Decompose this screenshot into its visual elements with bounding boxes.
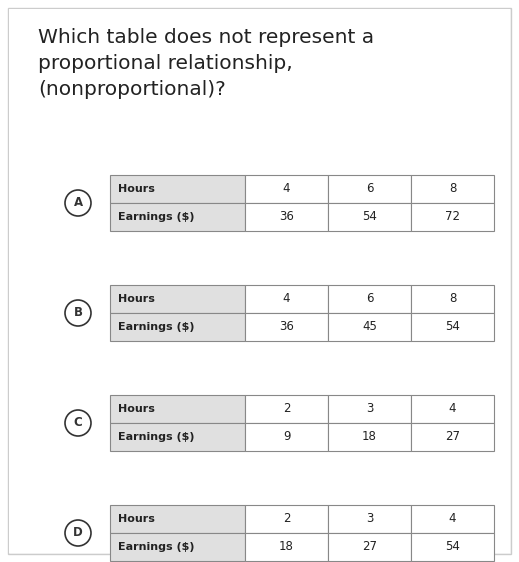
Text: 27: 27 [445,430,460,443]
Bar [411,395,494,423]
Text: 36: 36 [279,211,294,224]
Bar [411,533,494,561]
Bar [328,533,411,561]
Bar [245,533,328,561]
Text: (nonproportional)?: (nonproportional)? [38,80,226,99]
Bar [110,285,245,313]
Text: Hours: Hours [118,404,155,414]
Circle shape [65,190,91,216]
Bar [110,505,245,533]
Circle shape [65,520,91,546]
Text: Earnings ($): Earnings ($) [118,542,195,552]
Bar [411,175,494,203]
Bar [328,423,411,451]
Text: B: B [74,306,83,320]
Bar [328,313,411,341]
Text: 54: 54 [445,320,460,333]
Text: 18: 18 [362,430,377,443]
Text: Hours: Hours [118,184,155,194]
Bar [411,423,494,451]
Text: 4: 4 [449,402,456,415]
Circle shape [65,300,91,326]
Text: 18: 18 [279,541,294,554]
FancyBboxPatch shape [9,9,510,553]
Text: 4: 4 [283,292,290,306]
Text: A: A [73,197,83,210]
Bar [245,285,328,313]
Bar [245,175,328,203]
Text: 3: 3 [366,513,373,525]
Text: 27: 27 [362,541,377,554]
Bar [110,203,245,231]
Text: 8: 8 [449,292,456,306]
Bar [328,505,411,533]
Text: 6: 6 [366,292,373,306]
Bar [411,285,494,313]
Text: proportional relationship,: proportional relationship, [38,54,293,73]
Bar [245,313,328,341]
Bar [328,203,411,231]
Text: 72: 72 [445,211,460,224]
Text: C: C [74,416,83,429]
Text: Hours: Hours [118,294,155,304]
Text: 54: 54 [445,541,460,554]
Text: 2: 2 [283,402,290,415]
FancyBboxPatch shape [8,8,511,554]
Bar [110,533,245,561]
Text: 3: 3 [366,402,373,415]
Bar [328,395,411,423]
Bar [110,423,245,451]
Circle shape [65,410,91,436]
Text: D: D [73,527,83,540]
Text: Hours: Hours [118,514,155,524]
Bar [245,423,328,451]
Text: 4: 4 [283,183,290,196]
Text: 2: 2 [283,513,290,525]
Text: Earnings ($): Earnings ($) [118,322,195,332]
Text: 36: 36 [279,320,294,333]
Text: 54: 54 [362,211,377,224]
Text: 8: 8 [449,183,456,196]
Bar [245,203,328,231]
Text: Earnings ($): Earnings ($) [118,212,195,222]
Bar [411,505,494,533]
Bar [110,175,245,203]
Bar [328,175,411,203]
Bar [245,395,328,423]
Bar [411,203,494,231]
Bar [110,313,245,341]
Text: 45: 45 [362,320,377,333]
Text: 9: 9 [283,430,290,443]
Bar [245,505,328,533]
Bar [328,285,411,313]
Text: 4: 4 [449,513,456,525]
Bar [411,313,494,341]
Bar [110,395,245,423]
Text: Earnings ($): Earnings ($) [118,432,195,442]
Text: 6: 6 [366,183,373,196]
Text: Which table does not represent a: Which table does not represent a [38,28,374,47]
